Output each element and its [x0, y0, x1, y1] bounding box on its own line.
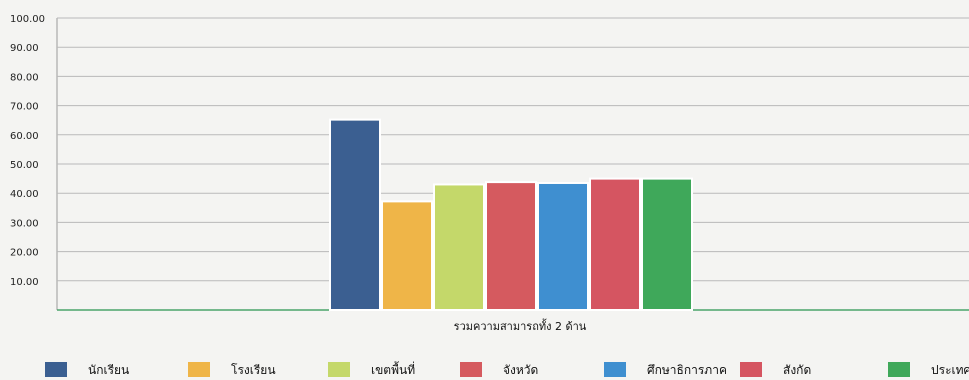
legend-label-2: โรงเรียน [231, 363, 276, 377]
legend-swatch-3 [328, 362, 350, 377]
legend-swatch-4 [460, 362, 482, 377]
legend-label-6: สังกัด [783, 363, 811, 377]
y-tick-label: 30.00 [10, 218, 39, 229]
y-tick-label: 20.00 [10, 248, 39, 259]
legend-swatch-2 [188, 362, 210, 377]
legend-label-5: ศึกษาธิการภาค [647, 363, 727, 377]
bar-5 [537, 181, 589, 311]
legend: นักเรียน โรงเรียน เขตพื้นที่ จังหวัด ศึกษาธิ… [45, 361, 969, 377]
bar-1 [329, 118, 381, 311]
x-category-label: รวมความสามารถทั้ง 2 ด้าน [454, 318, 587, 333]
y-tick-label: 90.00 [10, 43, 39, 54]
bar-2 [381, 200, 433, 312]
legend-label-3: เขตพื้นที่ [371, 361, 415, 377]
legend-label-1: นักเรียน [88, 363, 129, 377]
legend-swatch-1 [45, 362, 67, 377]
legend-swatch-7 [888, 362, 910, 377]
legend-label-7: ประเทศ [931, 363, 969, 377]
legend-swatch-6 [740, 362, 762, 377]
bar-3 [433, 183, 485, 311]
legend-swatch-5 [604, 362, 626, 377]
bars [329, 118, 693, 312]
legend-label-4: จังหวัด [503, 363, 538, 377]
y-tick-label: 80.00 [10, 72, 39, 83]
y-tick-label: 70.00 [10, 102, 39, 113]
bar-6 [589, 177, 641, 311]
y-tick-label: 40.00 [10, 189, 39, 200]
bar-7 [641, 177, 693, 311]
x-axis-category-labels: รวมความสามารถทั้ง 2 ด้าน [454, 318, 587, 333]
y-tick-label: 50.00 [10, 160, 39, 171]
bar-4 [485, 181, 537, 311]
y-axis-tick-labels: 10.00 20.00 30.00 40.00 50.00 60.00 70.00 80.00… [10, 14, 45, 288]
y-tick-label: 100.00 [10, 14, 45, 25]
y-tick-label: 10.00 [10, 277, 39, 288]
y-tick-label: 60.00 [10, 131, 39, 142]
